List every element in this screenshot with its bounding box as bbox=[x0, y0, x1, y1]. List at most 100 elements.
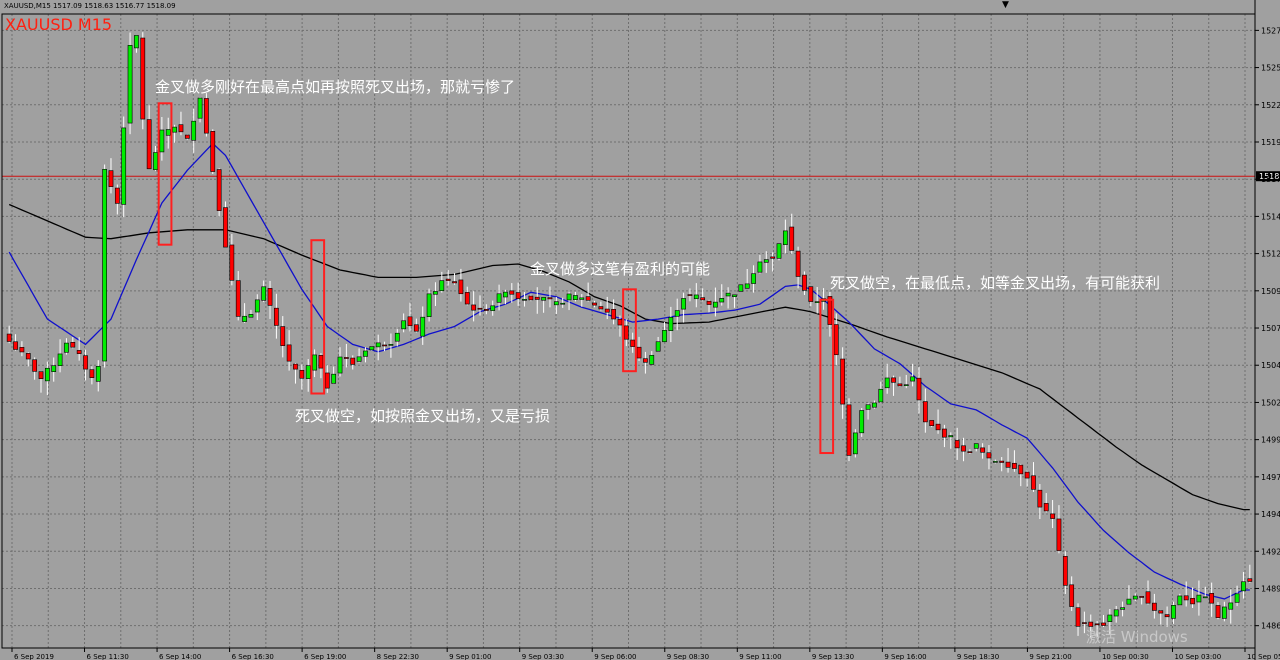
bear-candle bbox=[999, 460, 1005, 463]
bear-candle bbox=[1005, 461, 1011, 468]
bull-candle bbox=[197, 97, 203, 119]
bear-candle bbox=[547, 297, 553, 300]
bear-candle bbox=[630, 339, 636, 347]
fast-ma-line bbox=[8, 142, 1250, 600]
bear-candle bbox=[935, 423, 941, 431]
price-tick-label: 1492 bbox=[1261, 547, 1280, 556]
bear-candle bbox=[1056, 518, 1062, 551]
bear-candle bbox=[1069, 584, 1075, 607]
bear-candle bbox=[1145, 591, 1151, 604]
bear-candle bbox=[846, 404, 852, 456]
bear-candle bbox=[986, 452, 992, 459]
bear-candle bbox=[458, 279, 464, 295]
bull-candle bbox=[51, 365, 57, 372]
bull-candle bbox=[668, 317, 674, 331]
time-tick-label: 9 Sep 21:00 bbox=[1029, 653, 1071, 660]
bear-candle bbox=[700, 297, 706, 301]
bear-candle bbox=[1031, 475, 1036, 490]
bear-candle bbox=[891, 377, 896, 383]
bear-candle bbox=[178, 124, 184, 133]
candles bbox=[6, 32, 1253, 639]
bull-candle bbox=[738, 284, 744, 292]
bear-candle bbox=[1139, 596, 1145, 598]
time-tick-label: 9 Sep 01:00 bbox=[449, 653, 491, 660]
chart-grid bbox=[2, 14, 1255, 648]
bear-candle bbox=[592, 302, 597, 306]
bear-candle bbox=[954, 440, 960, 449]
bear-candle bbox=[13, 341, 18, 350]
bear-candle bbox=[204, 98, 209, 134]
bull-candle bbox=[254, 299, 260, 313]
bull-candle bbox=[1228, 602, 1234, 610]
bear-candle bbox=[1082, 622, 1087, 624]
bear-candle bbox=[840, 358, 846, 405]
bull-candle bbox=[655, 341, 661, 352]
bull-candle bbox=[401, 320, 407, 330]
bull-candle bbox=[121, 127, 127, 205]
bull-candle bbox=[312, 354, 317, 371]
time-tick-label: 6 Sep 14:00 bbox=[159, 653, 201, 660]
bear-candle bbox=[293, 363, 298, 370]
bull-candle bbox=[878, 388, 884, 403]
bear-candle bbox=[1094, 623, 1100, 626]
bull-candle bbox=[1107, 614, 1113, 622]
bear-candle bbox=[267, 288, 273, 306]
bear-candle bbox=[229, 244, 235, 281]
bull-candle bbox=[439, 280, 445, 291]
price-tick-label: 1517 bbox=[1261, 175, 1280, 184]
bull-candle bbox=[57, 353, 63, 367]
bear-candle bbox=[1164, 614, 1170, 618]
bull-candle bbox=[763, 259, 769, 263]
bull-candle bbox=[903, 384, 909, 386]
bull-candle bbox=[165, 129, 171, 136]
price-tick-label: 1497 bbox=[1261, 473, 1280, 482]
bull-candle bbox=[776, 243, 782, 259]
time-tick-label: 6 Sep 11:30 bbox=[87, 653, 129, 660]
bear-candle bbox=[1183, 595, 1189, 601]
annotation-death-cross-short-loss: 死叉做空，如按照金叉出场，又是亏损 bbox=[295, 407, 551, 425]
bear-candle bbox=[108, 170, 114, 187]
bear-candle bbox=[83, 355, 88, 370]
bull-candle bbox=[852, 432, 858, 455]
bull-candle bbox=[725, 292, 731, 297]
current-price-box bbox=[1256, 171, 1280, 182]
time-tick-label: 6 Sep 2019 bbox=[14, 653, 54, 660]
bear-candle bbox=[350, 357, 356, 365]
bull-candle bbox=[64, 342, 69, 353]
bull-candle bbox=[433, 291, 438, 295]
bear-candle bbox=[452, 281, 457, 284]
slow-ma-line bbox=[8, 203, 1250, 511]
price-tick-label: 1507 bbox=[1261, 324, 1280, 333]
bull-candle bbox=[1126, 598, 1132, 605]
annotation-golden-cross-long-top: 金叉做多刚好在最高点如再按照死叉出场，那就亏惨了 bbox=[155, 78, 516, 96]
bull-candle bbox=[331, 373, 337, 384]
time-tick-label: 8 Sep 22:30 bbox=[377, 653, 419, 660]
bear-candle bbox=[802, 274, 807, 291]
price-tick-label: 1514 bbox=[1261, 212, 1280, 221]
bear-candle bbox=[585, 296, 591, 301]
annotation-golden-cross-long-profit: 金叉做多这笔有盈利的可能 bbox=[530, 260, 711, 278]
time-tick-label: 9 Sep 11:00 bbox=[739, 653, 781, 660]
bear-candle bbox=[1075, 607, 1081, 627]
bull-candle bbox=[560, 302, 566, 305]
bear-candle bbox=[235, 280, 241, 317]
price-tick-label: 1494 bbox=[1261, 510, 1280, 519]
bear-candle bbox=[1215, 605, 1221, 618]
bear-candle bbox=[1088, 621, 1094, 627]
bull-candle bbox=[172, 126, 177, 133]
bear-candle bbox=[382, 344, 387, 347]
bear-candle bbox=[604, 308, 610, 313]
slow-moving-average bbox=[8, 203, 1250, 511]
bear-candle bbox=[1050, 513, 1055, 519]
bull-candle bbox=[814, 301, 820, 303]
bear-candle bbox=[643, 358, 648, 363]
bear-candle bbox=[509, 290, 515, 295]
bear-candle bbox=[216, 169, 222, 211]
bull-candle bbox=[541, 297, 546, 301]
bear-candle bbox=[942, 428, 947, 438]
bear-candle bbox=[1043, 503, 1049, 512]
bear-candle bbox=[687, 294, 693, 296]
bull-candle bbox=[744, 283, 750, 289]
symbol-label: XAUUSD M15 bbox=[5, 15, 113, 34]
